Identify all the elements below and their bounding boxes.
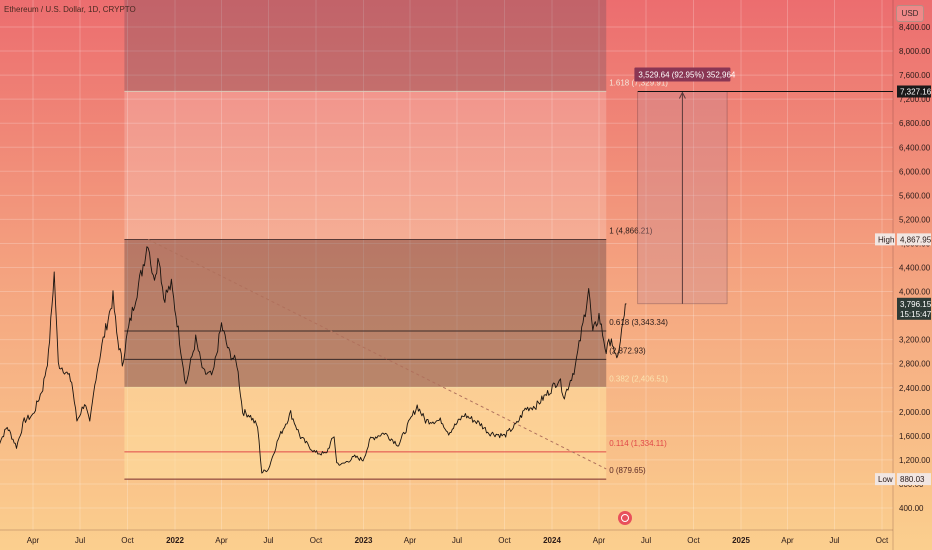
trend-line (147, 239, 607, 470)
fib-level-label: 0 (879.65) (609, 466, 646, 475)
price-label-low-tag-bg (875, 473, 895, 486)
x-tick-label: Oct (121, 536, 134, 545)
y-tick-label: 4,400.00 (899, 264, 931, 273)
y-tick-label: 2,400.00 (899, 384, 931, 393)
x-tick-label: Apr (404, 536, 417, 545)
price-label-high-bg (897, 233, 931, 246)
x-tick-label: Apr (27, 536, 40, 545)
currency-button[interactable]: USD (896, 5, 924, 22)
y-tick-label: 400.00 (899, 504, 924, 513)
y-tick-label: 6,800.00 (899, 119, 931, 128)
x-tick-label: Oct (687, 536, 700, 545)
y-tick-label: 7,200.00 (899, 95, 931, 104)
tradingview-logo-icon (618, 511, 632, 525)
y-tick-label: 6,400.00 (899, 143, 931, 152)
x-tick-label: 2023 (355, 536, 373, 545)
x-tick-label: 2025 (732, 536, 750, 545)
price-label-high-tag-bg (875, 233, 895, 246)
price-label-high-tag: High (878, 235, 894, 244)
x-tick-label: Jul (263, 536, 273, 545)
projection-label: 3,529.64 (92.95%) 352,964 (638, 71, 736, 80)
fib-zone-top-extension (124, 0, 607, 92)
y-tick-label: 1,600.00 (899, 432, 931, 441)
y-tick-label: 5,200.00 (899, 215, 931, 224)
projection-arrowhead-icon (678, 91, 686, 99)
price-label-high: 4,867.95 (900, 235, 932, 244)
y-tick-label: 8,000.00 (899, 47, 931, 56)
fib-level-label: 1.618 (7,329.91) (609, 78, 668, 87)
x-tick-label: 2024 (543, 536, 561, 545)
y-tick-label: 2,800.00 (899, 360, 931, 369)
y-tick-label: 5,600.00 (899, 191, 931, 200)
x-tick-label: Jul (75, 536, 85, 545)
y-tick-label: 8,400.00 (899, 23, 931, 32)
price-label-current: 3,796.15 (900, 300, 932, 309)
fib-zone-lower (124, 387, 607, 480)
price-label-current-time: 15:15:47 (900, 310, 932, 319)
fib-level-label: 0.114 (1,334.11) (609, 439, 667, 448)
fib-level-label: 0.382 (2,406.51) (609, 374, 668, 383)
x-tick-label: Apr (781, 536, 794, 545)
price-line (0, 246, 627, 474)
x-tick-label: Jul (452, 536, 462, 545)
x-tick-label: Apr (215, 536, 228, 545)
fib-level-label: (2,872.93) (609, 346, 646, 355)
price-label-current-bg (897, 297, 931, 320)
fib-level-label: 1 (4,866.21) (609, 226, 652, 235)
fib-zone-middle (124, 239, 607, 388)
price-label-target: 7,327.16 (900, 88, 932, 97)
x-tick-label: Jul (829, 536, 839, 545)
fib-retracement[interactable]: 1.618 (7,329.91) 1 (4,866.21) 0.618 (3,343… (124, 0, 668, 480)
x-tick-label: Jul (641, 536, 651, 545)
y-tick-label: 4,000.00 (899, 288, 931, 297)
price-label-low-tag: Low (878, 475, 893, 484)
price-label-low: 880.03 (900, 475, 925, 484)
price-projection[interactable]: 3,529.64 (92.95%) 352,964 (634, 67, 893, 305)
y-tick-label: 1,200.00 (899, 456, 931, 465)
x-tick-label: Apr (593, 536, 606, 545)
x-tick-label: Oct (498, 536, 511, 545)
y-tick-label: 7,600.00 (899, 71, 931, 80)
price-label-low-bg (897, 473, 931, 486)
y-tick-label: 2,000.00 (899, 408, 931, 417)
y-tick-label: 6,000.00 (899, 167, 931, 176)
fib-zone-upper (124, 91, 607, 240)
x-tick-label: 2022 (166, 536, 184, 545)
y-tick-label: 3,200.00 (899, 336, 931, 345)
projection-label-bg (634, 67, 731, 82)
x-tick-label: Oct (876, 536, 889, 545)
x-tick-label: Oct (310, 536, 323, 545)
price-label-target-bg (897, 85, 931, 98)
price-series (0, 246, 627, 474)
fib-level-label: 0.618 (3,343.34) (609, 318, 668, 327)
chart-title: Ethereum / U.S. Dollar, 1D, CRYPTO (4, 5, 136, 14)
